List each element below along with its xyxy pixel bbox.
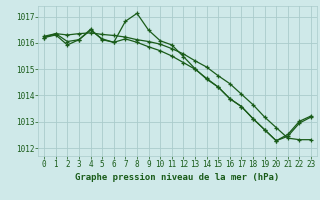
X-axis label: Graphe pression niveau de la mer (hPa): Graphe pression niveau de la mer (hPa) — [76, 173, 280, 182]
